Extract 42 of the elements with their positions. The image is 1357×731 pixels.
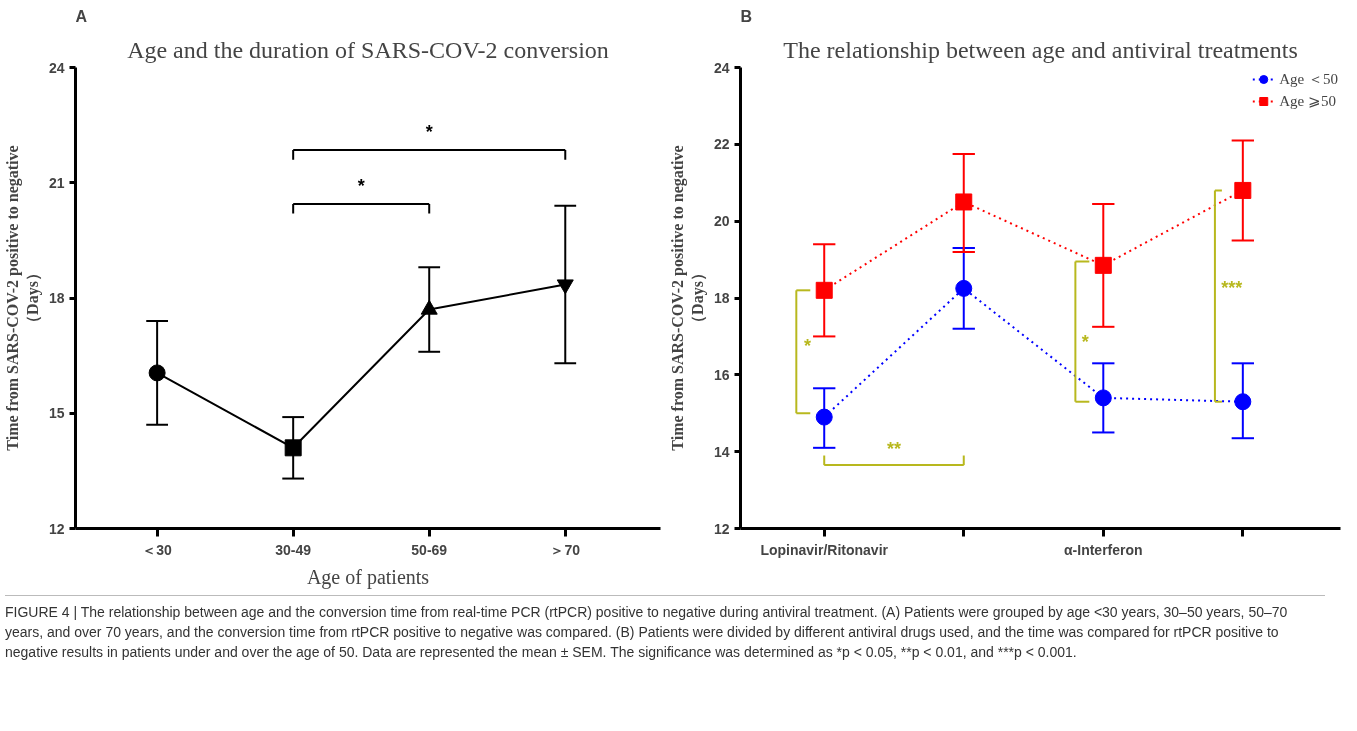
y-tick-label: 16: [713, 366, 730, 383]
annotation: *: [1081, 331, 1089, 352]
x-tick-label: α-Interferon: [1063, 541, 1143, 558]
x-tick-label: 30-49: [275, 541, 312, 558]
y-axis-title: Time from SARS-COV-2 positive to negative （Days）: [668, 145, 707, 451]
point: [1234, 393, 1252, 411]
y-tick-label: 24: [713, 59, 730, 76]
y-tick-label: 22: [713, 136, 730, 153]
legend-label: Age ⩾50: [1279, 92, 1336, 110]
y-tick-label: 18: [713, 290, 730, 306]
legend-label: Age ＜50: [1279, 69, 1338, 89]
annotation: ***: [1221, 278, 1243, 298]
point: [815, 408, 833, 426]
text: A: [75, 7, 88, 25]
annotation: **: [886, 439, 901, 460]
annotation: *: [425, 122, 433, 143]
point: [955, 193, 973, 211]
y-tick-label: 18: [48, 290, 65, 306]
x-tick-label: 50-69: [411, 541, 448, 558]
y-tick-label: 20: [713, 213, 730, 230]
point: [1094, 389, 1112, 407]
point: [1094, 256, 1112, 274]
y-tick-label: 21: [48, 174, 65, 191]
y-tick-label: 15: [48, 405, 65, 422]
y-tick-label: 14: [713, 443, 730, 460]
annotation: *: [357, 176, 365, 197]
chart-title: Age and the duration of SARS-COV-2 conversion: [127, 36, 609, 63]
chart-title: The relationship between age and antiviral treatments: [783, 36, 1298, 63]
text: B: [740, 7, 753, 25]
x-tick-label: ＞70: [550, 541, 581, 558]
y-axis-title: Time from SARS-COV-2 positive to negative （Days）: [3, 145, 42, 451]
caption: FIGURE 4 | The relationship between age and the conversion time from real-time PCR (rtPCR) positive to negative during antiviral treatment. (A) Patients were grouped by age <30 years, 30–50 years, 50–70 years, and over 70 years, and the conversion time from rtPCR positive to negative was compared. (B) Patients were divided by different antiviral drugs used, and the time was compared for rtPCR positive to negative results in patients under and over the age of 50. Data are represented the mean ± SEM. The significance was determined as *p < 0.05, **p < 0.01, and ***p < 0.001.: [5, 603, 1289, 662]
y-tick-label: 24: [48, 59, 65, 76]
y-tick-label: 12: [48, 520, 65, 537]
y-tick-label: 12: [713, 520, 730, 537]
point: [815, 281, 833, 299]
x-axis-title: Age of patients: [306, 565, 430, 589]
annotation: *: [803, 335, 811, 356]
x-tick-label: ＜30: [142, 541, 173, 558]
x-tick-label: Lopinavir/Ritonavir: [760, 541, 889, 558]
point: [955, 279, 973, 297]
point: [1234, 181, 1252, 199]
